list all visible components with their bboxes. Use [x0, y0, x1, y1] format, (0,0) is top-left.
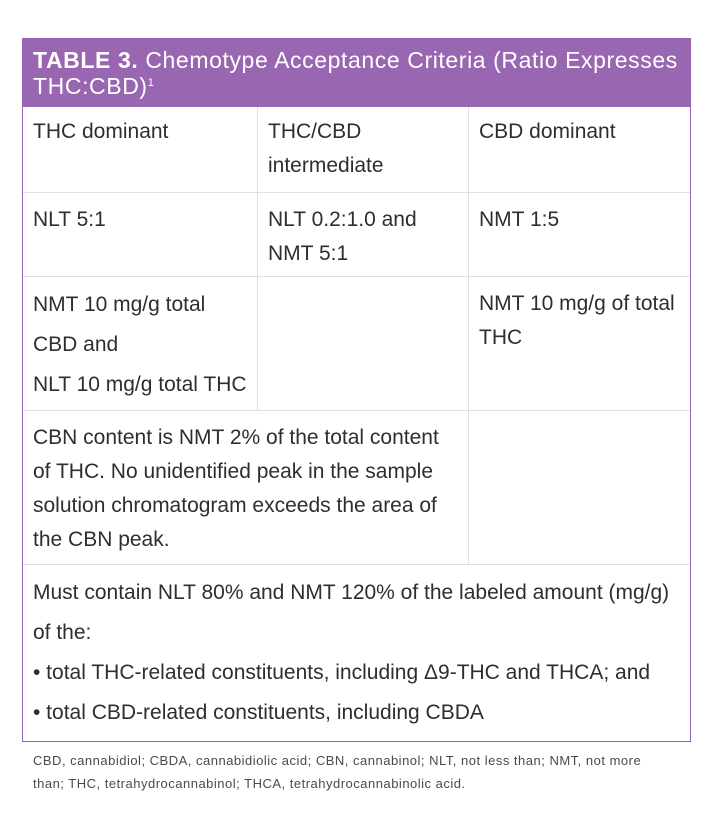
cbn-line1: CBN content is NMT 2% of the total conte… [33, 426, 439, 449]
table-footnote: CBD, cannabidiol; CBDA, cannabidiolic ac… [33, 749, 693, 795]
ratio-thc-dominant: NLT 5:1 [23, 193, 258, 277]
content-intermediate [258, 277, 469, 411]
ratio-intermediate-line1: NLT 0.2:1.0 and [268, 208, 417, 231]
labeled-amount-line1: Must contain NLT 80% and NMT 120% of the… [33, 581, 670, 604]
footnote-line1: CBD, cannabidiol; CBDA, cannabidiolic ac… [33, 753, 642, 768]
table-grid: THC dominant THC/CBD intermediate CBD do… [23, 107, 690, 565]
labeled-amount-bullet-thc: • total THC-related constituents, includ… [33, 661, 651, 684]
content-cbd-dominant: NMT 10 mg/g of total THC [469, 277, 690, 411]
table-title: Chemotype Acceptance Criteria (Ratio Exp… [33, 47, 678, 99]
cbn-criteria: CBN content is NMT 2% of the total conte… [23, 411, 469, 565]
content-thc-dominant: NMT 10 mg/g total CBD and NLT 10 mg/g to… [23, 277, 258, 411]
ratio-cbd-dominant: NMT 1:5 [469, 193, 690, 277]
table-title-bar: TABLE 3. Chemotype Acceptance Criteria (… [23, 39, 690, 107]
content-cbd-line1: NMT 10 mg/g of total [479, 292, 675, 315]
ratio-intermediate: NLT 0.2:1.0 and NMT 5:1 [258, 193, 469, 277]
labeled-amount-bullet-cbd: • total CBD-related constituents, includ… [33, 701, 484, 724]
header-thc-dominant: THC dominant [23, 107, 258, 193]
cbn-empty-cell [469, 411, 690, 565]
footnote-line2: than; THC, tetrahydrocannabinol; THCA, t… [33, 776, 466, 791]
labeled-amount-line2: of the: [33, 621, 92, 644]
cbn-line2: of THC. No unidentified peak in the samp… [33, 460, 434, 483]
chemotype-table: TABLE 3. Chemotype Acceptance Criteria (… [22, 38, 691, 742]
content-thc-line1: NMT 10 mg/g total [33, 293, 206, 316]
cbn-line3: solution chromatogram exceeds the area o… [33, 494, 437, 517]
header-intermediate: THC/CBD intermediate [258, 107, 469, 193]
table-title-footnote-ref: 1 [147, 77, 155, 89]
cbn-line4: the CBN peak. [33, 528, 170, 551]
table-number: TABLE 3. [33, 47, 139, 73]
content-thc-line2: CBD and [33, 333, 119, 356]
ratio-intermediate-line2: NMT 5:1 [268, 242, 349, 265]
content-cbd-line2: THC [479, 326, 523, 349]
labeled-amount-criteria: Must contain NLT 80% and NMT 120% of the… [23, 565, 690, 741]
content-thc-line3: NLT 10 mg/g total THC [33, 373, 247, 396]
header-cbd-dominant: CBD dominant [469, 107, 690, 193]
